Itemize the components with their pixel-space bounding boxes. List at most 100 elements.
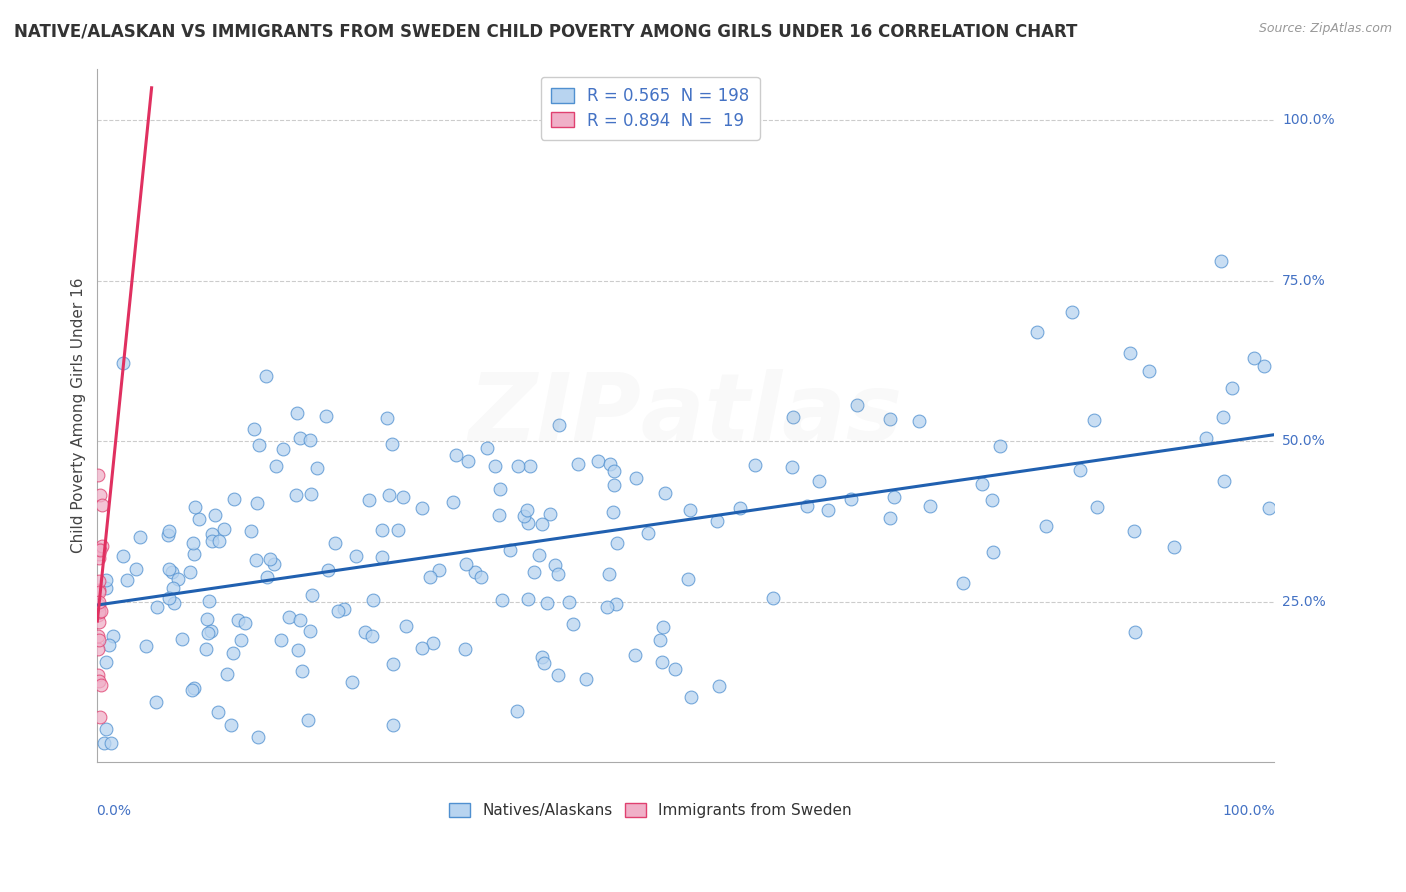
Point	[548, 418, 571, 433]
Point	[183, 681, 205, 695]
Point	[363, 593, 385, 607]
Point	[387, 523, 409, 537]
Text: 50.0%: 50.0%	[1282, 434, 1326, 448]
Point	[441, 494, 464, 508]
Point	[456, 558, 478, 572]
Point	[567, 457, 589, 471]
Point	[87, 574, 110, 588]
Point	[111, 356, 134, 370]
Point	[883, 490, 905, 504]
Point	[422, 636, 444, 650]
Point	[87, 541, 110, 556]
Point	[87, 467, 110, 482]
Point	[637, 526, 659, 541]
Point	[1083, 413, 1105, 427]
Point	[907, 414, 929, 428]
Point	[86, 607, 108, 622]
Point	[558, 595, 581, 609]
Point	[184, 500, 207, 514]
Point	[284, 488, 307, 502]
Point	[527, 548, 550, 562]
Point	[98, 639, 121, 653]
Point	[287, 642, 309, 657]
Point	[728, 500, 751, 515]
Point	[247, 438, 270, 452]
Point	[188, 512, 211, 526]
Point	[157, 528, 180, 542]
Point	[91, 499, 114, 513]
Point	[285, 406, 308, 420]
Point	[89, 605, 111, 619]
Point	[298, 624, 321, 638]
Text: 0.0%: 0.0%	[96, 804, 131, 818]
Point	[297, 713, 319, 727]
Point	[96, 722, 118, 736]
Point	[94, 573, 117, 587]
Point	[1220, 381, 1243, 395]
Point	[204, 508, 226, 522]
Point	[135, 639, 157, 653]
Point	[796, 499, 818, 513]
Point	[305, 461, 328, 475]
Point	[419, 570, 441, 584]
Point	[315, 409, 337, 424]
Point	[395, 618, 418, 632]
Point	[299, 487, 322, 501]
Point	[288, 613, 311, 627]
Point	[326, 604, 349, 618]
Point	[530, 650, 553, 665]
Point	[523, 565, 546, 579]
Point	[87, 604, 110, 618]
Point	[87, 595, 110, 609]
Point	[920, 499, 942, 513]
Point	[547, 566, 569, 581]
Point	[245, 553, 267, 567]
Point	[254, 368, 277, 383]
Point	[648, 633, 671, 648]
Point	[229, 632, 252, 647]
Point	[381, 436, 404, 450]
Point	[160, 565, 183, 579]
Point	[207, 706, 229, 720]
Point	[125, 562, 148, 576]
Point	[519, 459, 541, 474]
Point	[145, 695, 167, 709]
Point	[89, 585, 111, 599]
Point	[170, 632, 193, 647]
Point	[654, 486, 676, 500]
Point	[1026, 325, 1049, 339]
Point	[980, 493, 1002, 508]
Point	[707, 680, 730, 694]
Point	[1119, 346, 1142, 360]
Point	[1062, 305, 1084, 319]
Point	[157, 562, 180, 576]
Point	[89, 615, 111, 629]
Point	[375, 411, 398, 425]
Point	[575, 672, 598, 686]
Point	[353, 625, 375, 640]
Point	[516, 592, 538, 607]
Point	[87, 599, 110, 613]
Point	[599, 458, 621, 472]
Point	[605, 597, 627, 611]
Point	[101, 629, 124, 643]
Point	[87, 641, 110, 656]
Text: 25.0%: 25.0%	[1282, 595, 1326, 609]
Point	[1211, 254, 1233, 268]
Point	[651, 655, 673, 669]
Point	[246, 496, 269, 510]
Text: Source: ZipAtlas.com: Source: ZipAtlas.com	[1258, 22, 1392, 36]
Point	[544, 558, 567, 572]
Text: ZIP​atlas: ZIP​atlas	[468, 369, 903, 461]
Point	[817, 503, 839, 517]
Point	[516, 516, 538, 530]
Point	[381, 657, 404, 671]
Point	[100, 736, 122, 750]
Point	[603, 464, 626, 478]
Point	[489, 482, 512, 496]
Legend: Natives/Alaskans, Immigrants from Sweden: Natives/Alaskans, Immigrants from Sweden	[443, 797, 858, 824]
Point	[1069, 463, 1091, 477]
Point	[1212, 409, 1234, 424]
Point	[598, 566, 620, 581]
Point	[516, 503, 538, 517]
